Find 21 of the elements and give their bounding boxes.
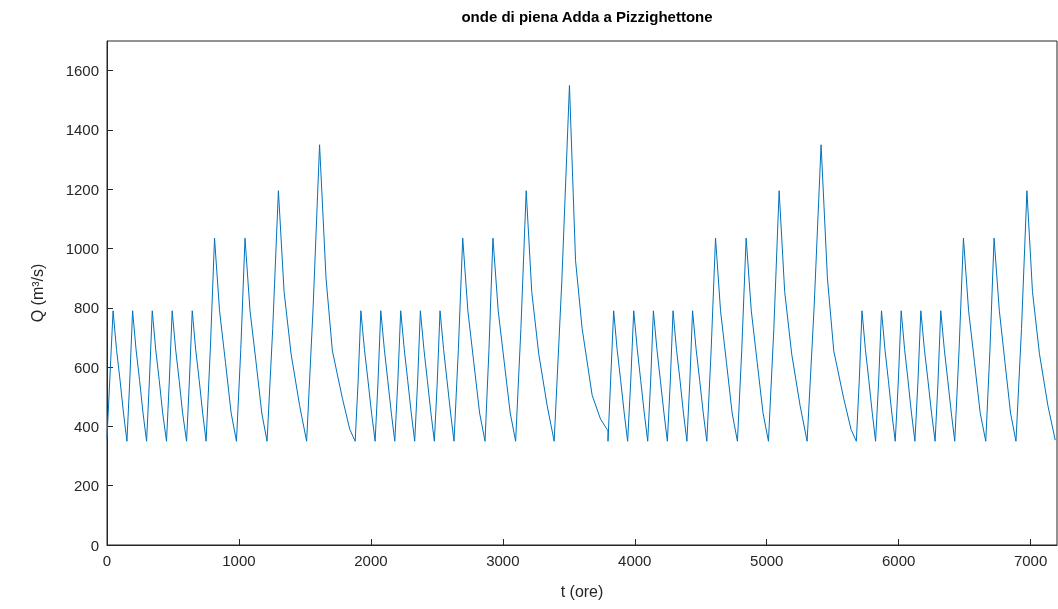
y-tick-label: 800 <box>73 299 99 317</box>
y-tick-label: 200 <box>73 477 99 495</box>
x-tick-label: 2000 <box>354 552 388 569</box>
x-tick-label: 7000 <box>1013 552 1048 569</box>
x-tick-label: 4000 <box>618 552 652 569</box>
y-tick-label: 1200 <box>65 180 99 198</box>
x-tick-label: 1000 <box>222 552 256 569</box>
y-tick-label: 0 <box>90 536 99 554</box>
y-tick-label: 400 <box>73 417 99 435</box>
x-tick-label: 0 <box>102 552 112 569</box>
y-tick-label: 1600 <box>65 62 99 80</box>
y-tick-label: 1400 <box>65 121 99 139</box>
x-tick-label: 6000 <box>881 552 916 569</box>
y-axis-title: Q (m³/s) <box>28 263 46 323</box>
y-tick-label: 600 <box>73 358 99 376</box>
y-tick-label: 1000 <box>65 240 99 258</box>
line-series <box>106 84 1056 442</box>
x-tick-label: 3000 <box>486 552 520 569</box>
x-tick-label: 5000 <box>750 552 784 569</box>
chart-title: onde di piena Adda a Pizzighettone <box>461 8 713 25</box>
x-axis-title: t (ore) <box>560 582 604 600</box>
